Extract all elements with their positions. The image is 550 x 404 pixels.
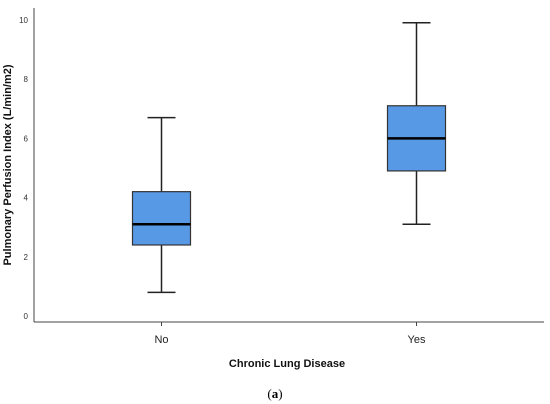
caption-letter: a [272,386,279,401]
x-tick-label: Yes [408,334,426,346]
y-tick-label: 0 [24,312,29,321]
x-tick-label: No [154,334,168,346]
caption-close: ) [278,386,282,401]
y-tick-label: 8 [24,75,29,84]
boxes [131,22,447,294]
y-tick-label: 2 [24,253,29,262]
box-yes [386,22,447,225]
y-tick-label: 10 [19,16,28,25]
caption-open: ( [267,386,271,401]
y-ticks: 0 2 4 6 8 10 [19,16,28,321]
figure-caption: (a) [267,386,282,401]
box-no [131,116,192,294]
iqr-box [131,191,192,246]
y-tick-label: 4 [24,194,29,203]
x-axis-title: Chronic Lung Disease [229,358,345,370]
y-axis-title: Pulmonary Perfusion Index (L/min/m2) [2,64,14,265]
plot-frame [33,8,544,323]
y-tick-label: 6 [24,134,29,143]
x-ticks: No Yes [154,322,426,346]
